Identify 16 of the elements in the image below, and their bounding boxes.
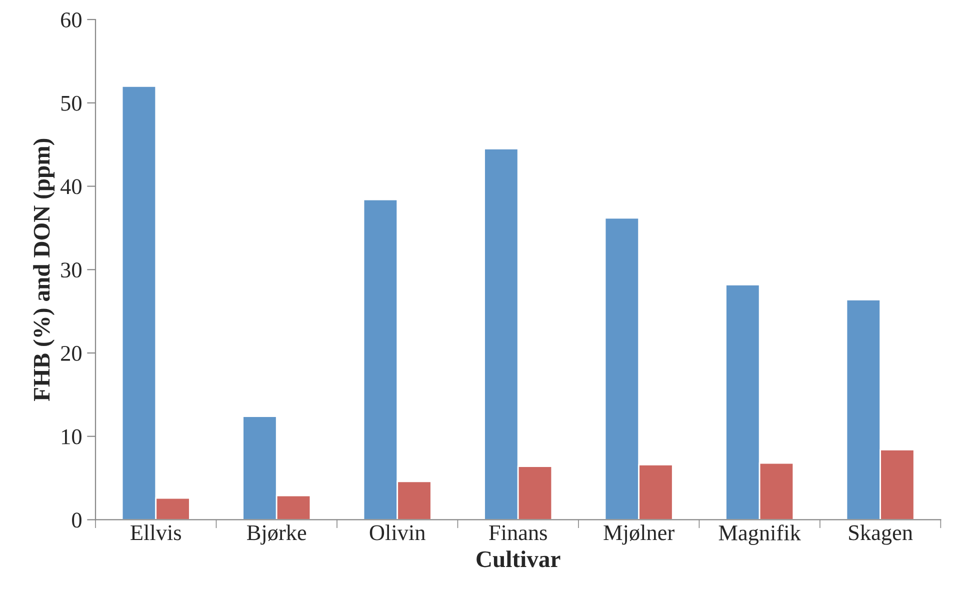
x-axis-title: Cultivar (476, 550, 560, 568)
x-tick-label: Olivin (370, 524, 426, 540)
x-tick-label: Ellvis (130, 524, 181, 540)
y-tick-label: 10 (62, 429, 82, 444)
x-tick-label: Mjølner (604, 524, 674, 545)
x-tick-label: Bjørke (247, 524, 306, 545)
y-tick-label: 30 (61, 262, 82, 278)
y-tick-label: 60 (61, 12, 82, 28)
y-tick-label: 50 (61, 96, 82, 111)
x-tick-label: Skagen (849, 524, 913, 545)
y-tick-label: 0 (72, 512, 82, 528)
y-tick-label: 20 (61, 346, 82, 361)
x-tick-label: Magnifik (718, 524, 801, 546)
x-tick-label: Finans (489, 525, 547, 540)
y-axis-title: FHB (%) and DON (ppm) (33, 138, 55, 402)
y-tick-label: 40 (60, 179, 82, 194)
